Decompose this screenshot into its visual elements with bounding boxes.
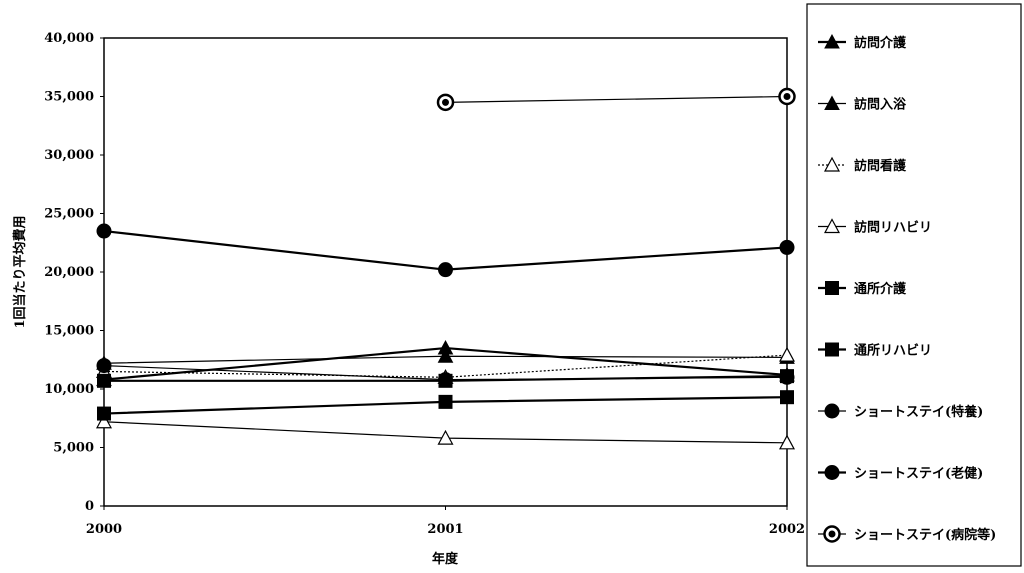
legend-label: ショートステイ(病院等) (854, 527, 996, 543)
y-tick-label: 5,000 (53, 441, 94, 456)
x-axis-ticks: 2000 2001 2002 (86, 506, 805, 537)
x-axis-title: 年度 (432, 551, 459, 567)
legend-marker (823, 156, 841, 172)
marker-center-dot (442, 98, 449, 106)
data-point (438, 372, 453, 388)
data-point (778, 434, 796, 450)
data-point (97, 406, 111, 421)
data-point (96, 358, 112, 374)
legend-label: ショートステイ(特養) (854, 404, 983, 420)
y-tick-label: 35,000 (44, 90, 94, 105)
y-tick-label: 20,000 (44, 265, 94, 280)
y-tick-label: 25,000 (44, 207, 94, 222)
data-point (438, 262, 453, 278)
data-point (95, 413, 113, 429)
legend-label: 訪問入浴 (854, 97, 907, 113)
data-point (779, 369, 795, 385)
y-axis-ticks: 0 5,000 10,000 15,000 20,000 25,000 30,000 35,0… (44, 31, 104, 514)
data-point (779, 239, 795, 255)
y-tick-label: 40,000 (44, 31, 94, 46)
legend-marker (825, 342, 839, 357)
legend-marker (823, 218, 841, 234)
legend-label: 通所介護 (854, 281, 907, 297)
legend-label: ショートステイ(老健) (854, 466, 983, 482)
y-tick-label: 10,000 (44, 382, 94, 397)
marker-center-dot (828, 530, 836, 538)
legend-label: 訪問介護 (854, 35, 907, 51)
x-tick-label: 2002 (769, 522, 805, 537)
data-point (778, 346, 796, 362)
x-tick-label: 2001 (427, 522, 463, 537)
data-point (437, 348, 454, 363)
series-line (445, 95, 788, 103)
marker-center-dot (783, 93, 791, 100)
y-tick-label: 0 (85, 499, 94, 514)
y-tick-label: 15,000 (44, 324, 94, 339)
legend-label: 訪問看護 (854, 158, 907, 174)
data-point (437, 429, 454, 445)
legend-marker (824, 95, 840, 110)
y-tick-label: 30,000 (44, 148, 94, 163)
data-point (97, 373, 111, 388)
legend-box (806, 3, 1022, 567)
legend-marker (824, 465, 840, 480)
legend-marker (824, 33, 840, 49)
data-point (438, 394, 453, 409)
data-point (780, 390, 794, 405)
data-point (96, 223, 112, 239)
legend-marker (825, 281, 839, 295)
legend-label: 訪問リハビリ (854, 220, 932, 236)
series-markers (95, 87, 796, 450)
y-axis-title: 1回当たり平均費用 (12, 215, 28, 328)
legend-marker (824, 403, 840, 419)
legend-label: 通所リハビリ (854, 343, 932, 359)
x-tick-label: 2000 (86, 522, 122, 537)
